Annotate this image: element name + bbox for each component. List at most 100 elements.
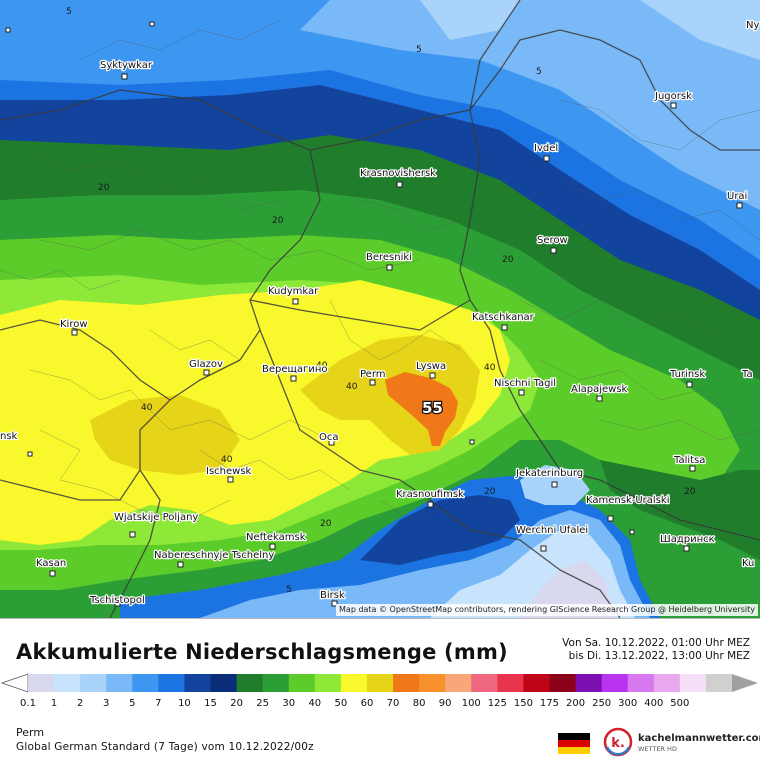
band-60mm [385, 372, 458, 446]
band-2mm-top [420, 0, 520, 40]
scale-tick-label: 400 [644, 698, 664, 709]
svg-text:Talitsa: Talitsa [673, 455, 705, 466]
city-markers: Syktywkar Jugorsk Ivdel Krasnovishersk U… [0, 19, 760, 608]
svg-text:Jugorsk: Jugorsk [654, 91, 692, 102]
city-beresniki: Beresniki [365, 251, 413, 271]
city-kasan: Kasan [35, 557, 67, 577]
scale-tick-label: 60 [360, 698, 374, 709]
svg-text:Krasnoufimsk: Krasnoufimsk [396, 489, 464, 500]
scale-arrow-right [732, 674, 758, 692]
svg-text:Nischni Tagil: Nischni Tagil [494, 378, 556, 389]
scale-tick-label: 20 [230, 698, 243, 709]
city-nischni-tagil: Nischni Tagil [493, 377, 557, 396]
scale-tick-label: 50 [334, 698, 348, 709]
scale-swatch [445, 674, 472, 692]
scale-swatch [679, 674, 707, 692]
precipitation-map[interactable]: 5 5 5 5 20 20 20 20 20 20 40 40 40 40 40… [0, 0, 760, 618]
scale-swatch [471, 674, 498, 692]
svg-text:Urai: Urai [727, 191, 747, 202]
scale-swatch [288, 674, 316, 692]
band-01mm-south [520, 560, 615, 618]
band-2mm-ne [640, 0, 760, 60]
scale-swatch [54, 674, 81, 692]
isoline-label: 40 [316, 361, 328, 371]
svg-text:Serow: Serow [537, 235, 568, 246]
band-10mm-south [360, 495, 520, 565]
band-15mm-se [600, 460, 760, 560]
isoline-label: 5 [286, 585, 292, 595]
scale-swatch [340, 674, 368, 692]
scale-swatch [366, 674, 394, 692]
city-ta: Ta [740, 368, 754, 382]
scale-swatch [627, 674, 655, 692]
svg-text:Perm: Perm [360, 369, 386, 380]
city-serow: Serow [536, 234, 569, 254]
map-attribution[interactable]: Map data © OpenStreetMap contributors, r… [336, 604, 758, 616]
city-kirow: Kirow [59, 318, 89, 336]
period-to: bis Di. 13.12.2022, 13:00 Uhr MEZ [568, 650, 750, 662]
city-shadrinsk: Шадринск [659, 533, 716, 552]
city-lyswa: Lyswa [415, 360, 447, 379]
scale-swatch [184, 674, 212, 692]
scale-swatch [653, 674, 681, 692]
max-precip-label: 55 [422, 399, 443, 417]
scale-tick-label: 100 [461, 698, 481, 709]
band-5mm-nw [0, 0, 330, 70]
city-birsk: Birsk [319, 589, 346, 607]
svg-text:Верещагино: Верещагино [262, 364, 327, 375]
svg-text:Kirow: Kirow [60, 319, 88, 330]
scale-swatch [549, 674, 577, 692]
scale-swatch [236, 674, 264, 692]
svg-text:Kamensk-Uralski: Kamensk-Uralski [586, 495, 669, 506]
scale-tick-label: 10 [178, 698, 191, 709]
scale-tick-label: 0.1 [20, 698, 36, 709]
brand-name[interactable]: kachelmannwetter.com [638, 733, 760, 744]
city-krasnovishersk: Krasnovishersk [359, 167, 437, 188]
svg-text:Kasan: Kasan [36, 558, 66, 569]
city-turinsk: Turinsk [668, 368, 707, 388]
isoline-label: 40 [484, 363, 496, 373]
city-syktywkar: Syktywkar [99, 59, 154, 80]
scale-tick-label: 90 [438, 698, 452, 709]
isoline-label: 5 [416, 45, 422, 55]
scale-tick-label: 40 [308, 698, 322, 709]
svg-text:Beresniki: Beresniki [366, 252, 412, 263]
isoline-label: 20 [684, 487, 696, 497]
map-canvas: 5 5 5 5 20 20 20 20 20 20 40 40 40 40 40… [0, 0, 760, 618]
svg-text:Nabereschnyje Tschelny: Nabereschnyje Tschelny [154, 550, 274, 561]
kachelmann-logo-icon[interactable]: k. [603, 727, 633, 757]
valid-period: Von Sa. 10.12.2022, 01:00 Uhr MEZ bis Di… [562, 637, 750, 663]
svg-text:Syktywkar: Syktywkar [100, 60, 153, 71]
city-talitsa: Talitsa [672, 454, 707, 472]
city-wjatskije-poljany: Wjatskije Poljany [113, 511, 200, 538]
city-nsk: nsk [0, 430, 19, 444]
scale-tick-label: 500 [670, 698, 690, 709]
svg-text:Glazov: Glazov [189, 359, 223, 370]
svg-text:nsk: nsk [0, 431, 18, 442]
svg-text:Krasnovishersk: Krasnovishersk [360, 168, 436, 179]
city-oca: Oca [318, 431, 340, 446]
isoline-label: 40 [221, 455, 233, 465]
scale-swatch [106, 674, 133, 692]
svg-text:k.: k. [611, 736, 625, 751]
city-extra-dots [5, 21, 635, 535]
scale-swatch [262, 674, 290, 692]
scale-tick-label: 25 [256, 698, 270, 709]
svg-text:Шадринск: Шадринск [660, 534, 715, 545]
svg-text:Neftekamsk: Neftekamsk [246, 532, 306, 543]
color-scale-ticks: 0.1 1 2 3 5 7 10 15 20 25 30 40 50 60 70 80 90 100 125 150 1… [0, 698, 760, 712]
isoline-label: 40 [346, 382, 358, 392]
scale-swatch [314, 674, 342, 692]
scale-tick-label: 125 [487, 698, 507, 709]
svg-text:Ivdel: Ivdel [534, 143, 558, 154]
isoline-label: 20 [272, 216, 284, 226]
scale-swatch [210, 674, 238, 692]
scale-swatch [80, 674, 107, 692]
scale-tick-label: 80 [412, 698, 426, 709]
scale-arrow-left [0, 673, 29, 693]
city-kudymkar: Kudymkar [267, 285, 320, 305]
scale-tick-label: 150 [513, 698, 533, 709]
svg-text:Ischewsk: Ischewsk [206, 466, 252, 477]
city-vereshchagino: Верещагино [261, 363, 329, 382]
city-ny: Ny [745, 19, 760, 33]
